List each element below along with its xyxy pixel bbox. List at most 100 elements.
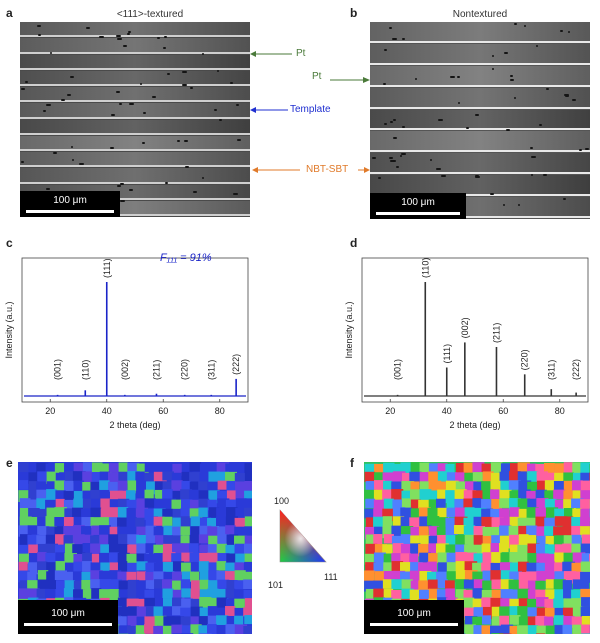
grain [19,534,32,546]
grain [382,472,394,484]
grain [490,462,503,474]
grain [445,490,457,504]
grain [172,606,183,616]
sem-electrode-line [20,35,250,38]
grain [436,526,447,537]
grain [225,463,236,476]
grain [373,508,385,520]
grain [144,597,156,608]
grain [500,579,514,590]
grain [491,579,502,590]
grain [490,625,503,634]
grain [527,543,540,556]
x-tick-label: 20 [385,406,395,416]
grain [464,570,478,582]
sem-pore [128,31,131,33]
grain [82,561,92,572]
grain [472,598,483,611]
grain [544,561,555,575]
grain [118,589,132,601]
grain [535,615,547,629]
grain [172,597,183,610]
sem-electrode-line [20,116,250,119]
sem-pore [530,147,533,149]
grain [445,535,458,546]
grain [374,480,386,493]
peak-label: (222) [231,354,241,375]
grain [162,481,176,494]
grain [544,544,555,555]
grain [226,553,239,564]
grain [136,553,147,563]
grain [463,490,477,502]
grain [153,625,165,634]
grain [428,553,442,564]
grain [391,553,402,567]
grain [100,544,110,557]
grain [63,480,74,493]
grain [481,615,492,625]
grain [473,535,483,546]
grain [216,561,227,571]
grain [244,498,252,510]
grain [554,607,565,621]
grain [153,516,165,526]
grain [464,624,476,634]
grain [63,571,73,584]
grain [90,535,102,548]
peak-label: (002) [460,317,470,338]
grain [244,561,252,573]
sem-layer-band [20,152,250,166]
x-tick-label: 20 [45,406,55,416]
grain [563,598,575,610]
grain [162,579,175,591]
grain [464,615,478,628]
grain [145,562,157,575]
grain [401,579,413,591]
grain [392,516,405,528]
grain [563,462,574,475]
grain [536,625,549,634]
grain [400,571,411,583]
grain [199,570,211,583]
sem-electrode-line [370,172,590,175]
grain [189,552,202,562]
grain [409,471,422,483]
grain [244,553,252,566]
sem-pore [390,160,394,162]
grain [499,535,511,549]
grain [36,588,50,600]
grain [508,480,522,490]
grain [563,588,574,600]
grain [234,562,244,576]
grain [180,543,191,556]
grain [553,579,566,592]
grain [208,580,220,593]
grain [419,535,431,545]
grain [145,580,159,590]
sem-pore [579,149,582,151]
grain [127,606,139,618]
grain [91,472,102,484]
grain [235,553,246,564]
sem-layer-band [20,87,250,101]
grain [81,571,92,582]
grain [580,516,590,527]
grain [199,525,212,536]
grain [545,579,555,589]
peak-label: (110) [420,258,430,278]
grain [437,552,450,564]
sem-pore [568,31,571,33]
grain [54,507,67,519]
grain [553,598,566,609]
grain [373,580,385,592]
grain [509,507,520,519]
grain [190,598,203,609]
grain [172,571,182,583]
grain [544,607,558,618]
grain [571,534,582,547]
grain [428,535,440,547]
grain [82,490,94,503]
grain [126,553,138,564]
grain [181,552,194,562]
